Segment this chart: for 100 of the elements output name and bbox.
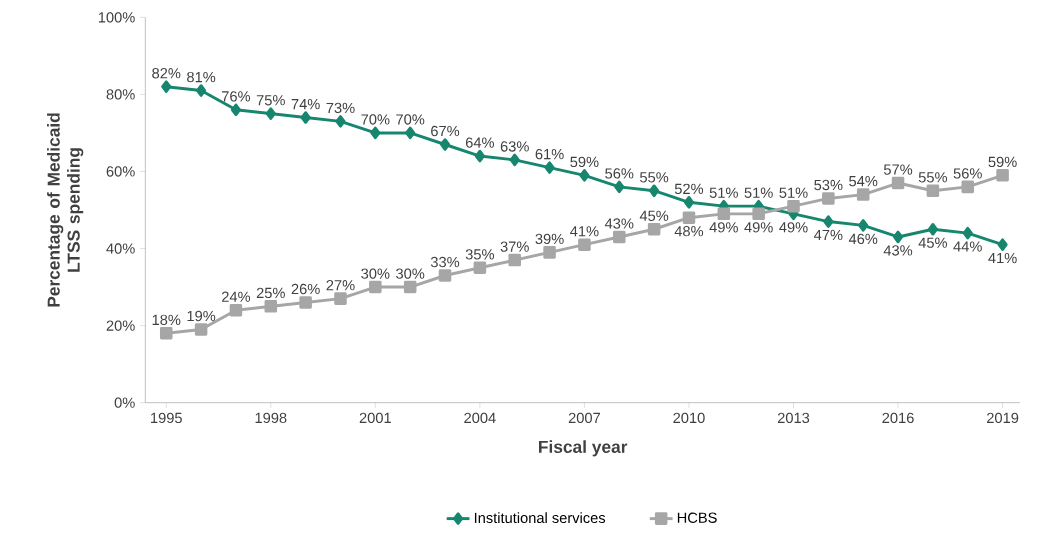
point [194, 323, 208, 336]
y-tick-label: 20% [106, 320, 135, 331]
data-label: 41% [570, 226, 599, 237]
data-label: 37% [500, 241, 529, 252]
point [265, 107, 276, 120]
x-tick-label: 2013 [777, 412, 810, 424]
data-label: 51% [709, 187, 738, 198]
point [683, 196, 695, 209]
point [300, 111, 311, 124]
x-tick-label: 1998 [255, 412, 287, 424]
point [682, 211, 696, 224]
point [717, 207, 731, 221]
point [509, 153, 520, 167]
point [822, 192, 835, 205]
point [438, 269, 452, 282]
point [161, 80, 172, 93]
point [996, 169, 1009, 182]
data-label: 24% [222, 291, 251, 302]
data-label: 43% [883, 245, 913, 256]
data-label: 57% [883, 164, 913, 175]
data-label: 76% [222, 91, 251, 102]
data-label: 55% [918, 172, 948, 183]
point [264, 300, 278, 313]
point [159, 327, 173, 340]
x-axis-title: Fiscal year [539, 440, 628, 457]
point [474, 149, 485, 163]
data-label: 47% [814, 229, 843, 241]
point [787, 199, 800, 213]
point [299, 296, 312, 309]
point [543, 246, 556, 259]
data-label: 25% [256, 287, 285, 299]
data-label: 49% [779, 222, 808, 233]
data-label: 73% [326, 102, 355, 114]
data-label: 49% [744, 222, 773, 233]
data-label: 49% [709, 222, 738, 233]
x-tick-label: 2019 [987, 412, 1019, 424]
data-label: 19% [187, 310, 216, 322]
data-label: 56% [953, 168, 982, 179]
data-label: 33% [430, 256, 460, 268]
data-label: 53% [814, 179, 843, 191]
data-label: 54% [849, 176, 878, 187]
y-tick-label: 80% [106, 89, 135, 100]
data-label: 45% [918, 237, 948, 248]
point [856, 188, 870, 201]
point [647, 223, 661, 236]
data-label: 46% [848, 233, 878, 245]
data-label: 59% [570, 156, 599, 168]
point [752, 207, 765, 221]
y-tick-label: 0% [114, 397, 135, 408]
point [578, 238, 591, 251]
point [579, 169, 590, 182]
point [473, 261, 487, 275]
x-tick-label: 2004 [464, 412, 496, 424]
point [612, 230, 626, 244]
data-label: 81% [187, 71, 216, 83]
legend-label: Institutional services [474, 512, 606, 524]
x-tick-label: 2010 [673, 412, 705, 424]
data-label: 41% [988, 252, 1017, 264]
data-label: 48% [674, 225, 704, 237]
point [229, 303, 243, 317]
point [858, 219, 869, 232]
x-tick-label: 1995 [151, 412, 182, 424]
y-tick-label: 40% [106, 243, 135, 254]
point [439, 138, 451, 151]
point [892, 230, 904, 244]
point [614, 180, 625, 194]
data-label: 18% [152, 314, 181, 326]
point [405, 126, 416, 140]
point [403, 280, 417, 294]
y-tick-label: 100% [98, 12, 135, 23]
data-label: 43% [604, 218, 634, 229]
y-tick-label: 60% [106, 166, 135, 177]
point [334, 292, 347, 305]
data-label: 39% [535, 233, 564, 245]
data-label: 52% [674, 183, 704, 195]
point [230, 103, 242, 117]
data-label: 63% [500, 141, 529, 152]
data-label: 30% [396, 268, 425, 279]
x-tick-label: 2016 [882, 412, 914, 424]
data-label: 70% [396, 114, 425, 125]
data-label: 55% [640, 172, 669, 183]
data-label: 61% [535, 148, 564, 160]
data-label: 30% [361, 268, 390, 279]
point [649, 184, 660, 197]
y-axis-title: Percentage of Medicaid LTSS spending [47, 113, 84, 307]
data-label: 82% [152, 68, 181, 79]
data-label: 74% [291, 99, 320, 110]
point [335, 115, 346, 128]
data-label: 70% [361, 114, 390, 125]
data-label: 56% [605, 168, 634, 179]
point [196, 84, 207, 97]
point [927, 223, 938, 236]
legend-label: HCBS [677, 512, 717, 523]
x-tick-label: 2007 [568, 412, 600, 424]
x-tick-label: 2001 [359, 412, 391, 424]
data-label: 26% [291, 283, 320, 295]
point [891, 176, 905, 190]
point [370, 126, 381, 140]
data-label: 44% [953, 241, 982, 252]
point [823, 215, 834, 228]
